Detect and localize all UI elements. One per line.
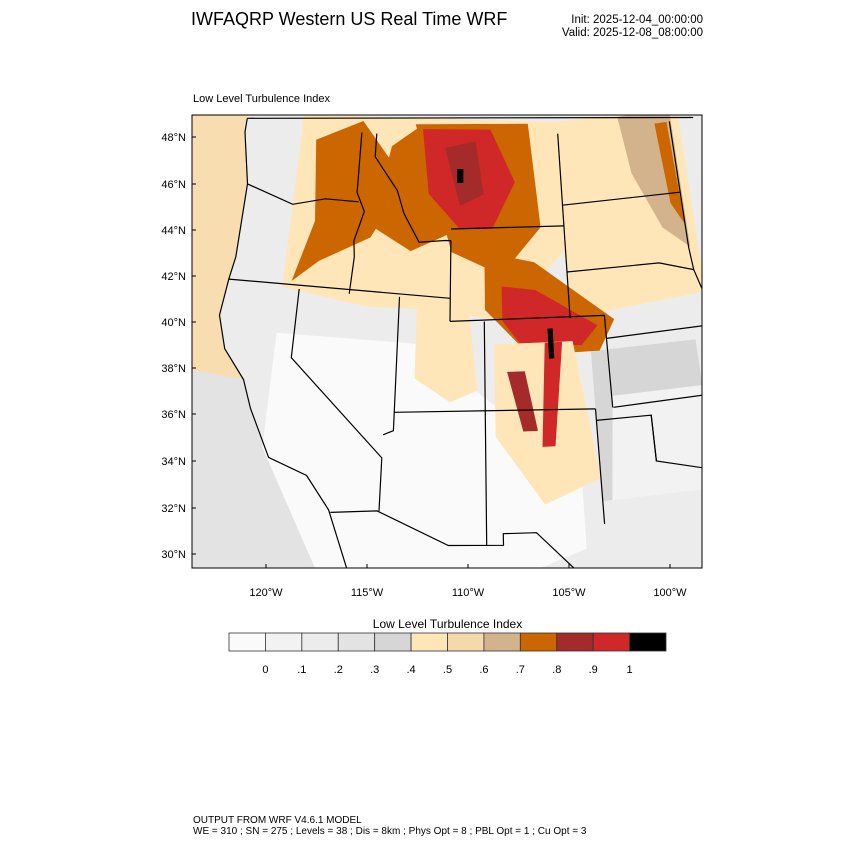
colorado-black-field — [547, 328, 555, 359]
boundary-line — [606, 325, 702, 339]
model-config: WE = 310 ; SN = 275 ; Levels = 38 ; Dis … — [193, 826, 587, 837]
plot-title: IWFAQRP Western US Real Time WRF — [191, 9, 508, 29]
montana-darkred-field — [445, 141, 484, 206]
colorbar-box — [301, 632, 339, 652]
boundary-line — [650, 415, 657, 462]
colorbar-label: .3 — [370, 664, 379, 676]
red-river-orange-field — [654, 121, 686, 225]
lon-label: 100°W — [653, 587, 687, 599]
valid-time: Valid: 2025-12-08_08:00:00 — [561, 27, 703, 39]
boundary-line — [562, 191, 681, 206]
colorbar-label: .2 — [334, 664, 343, 676]
axis-ticks: 48°N 46°N 44°N 42°N 40°N 38°N 36°N 34°N 32°N 30°N… — [161, 132, 687, 599]
lat-label: 46°N — [161, 179, 186, 191]
boundary-line — [449, 240, 452, 322]
colorbar-box — [629, 632, 667, 652]
colorbar-box — [337, 632, 376, 652]
colorbar-label: .5 — [443, 664, 452, 676]
wyoming-red-field — [501, 286, 598, 346]
lat-label: 42°N — [161, 271, 186, 283]
dakota-brown-field — [617, 115, 691, 247]
montana-black-field — [457, 169, 464, 183]
colorbar-label: .4 — [406, 664, 415, 676]
field-title: Low Level Turbulence Index — [193, 93, 330, 105]
boundary-line — [374, 133, 451, 243]
init-time: Init: 2025-12-04_00:00:00 — [571, 14, 703, 26]
desert-low-field — [262, 332, 587, 568]
map-frame — [191, 114, 703, 569]
colorbar-box — [519, 632, 558, 652]
boundary-line — [394, 408, 596, 413]
lon-label: 105°W — [552, 587, 586, 599]
lat-label: 48°N — [161, 132, 186, 144]
boundary-line — [290, 288, 383, 512]
boundary-line — [451, 225, 564, 230]
boundary-line — [218, 118, 348, 568]
colorbar-box — [556, 632, 594, 652]
lat-label: 44°N — [161, 225, 186, 237]
lat-label: 36°N — [161, 409, 186, 421]
colorbar-box — [483, 632, 521, 652]
boundary-line — [566, 262, 694, 273]
time-info: Init: 2025-12-04_00:00:00 Valid: 2025-12… — [562, 14, 703, 40]
lat-label: 30°N — [161, 549, 186, 561]
plains-white-field — [612, 385, 702, 501]
boundary-line — [348, 132, 365, 294]
lat-label: 40°N — [161, 317, 186, 329]
lat-label: 32°N — [161, 503, 186, 515]
boundary-line — [613, 394, 702, 408]
colorbar-box — [265, 632, 303, 652]
colorbar: 0 .1 .2 .3 .4 .5 .6 .7 .8 .9 1 — [228, 632, 667, 676]
colorbar-box — [592, 632, 630, 652]
colorbar-label: 0 — [262, 664, 268, 676]
colorado-west-red-field — [507, 371, 538, 432]
lat-label: 34°N — [161, 456, 186, 468]
colorado-front-red-field — [542, 341, 563, 447]
colorbar-label: 1 — [627, 664, 633, 676]
colorbar-box — [228, 632, 266, 652]
boundary-line — [594, 408, 606, 525]
boundary-line — [483, 321, 488, 546]
lat-label: 38°N — [161, 363, 186, 375]
colorbar-label: .8 — [552, 664, 561, 676]
colorbar-title: Low Level Turbulence Index — [372, 617, 523, 631]
utah-tan-field — [414, 303, 477, 403]
boundary-line — [330, 510, 575, 568]
boundary-line — [668, 121, 702, 291]
colorbar-box — [447, 632, 485, 652]
boundary-line — [382, 296, 401, 436]
lon-label: 115°W — [351, 587, 384, 599]
boundary-line — [449, 314, 614, 408]
colorbar-label: .9 — [589, 664, 598, 676]
model-info: OUTPUT FROM WRF V4.6.1 MODEL WE = 310 ; … — [193, 815, 586, 837]
boundary-line — [247, 116, 694, 119]
lon-label: 110°W — [452, 587, 485, 599]
boundary-line — [247, 183, 359, 205]
idaho-orange-field — [371, 124, 460, 252]
colorbar-box — [374, 632, 412, 652]
colorbar-label: .1 — [297, 664, 306, 676]
colorbar-box — [410, 632, 448, 652]
colorbar-label: .7 — [516, 664, 525, 676]
boundary-line — [228, 278, 451, 299]
colorbar-label: .6 — [479, 664, 488, 676]
lon-label: 120°W — [249, 587, 283, 599]
state-borders — [218, 116, 702, 568]
model-version: OUTPUT FROM WRF V4.6.1 MODEL — [193, 815, 362, 826]
